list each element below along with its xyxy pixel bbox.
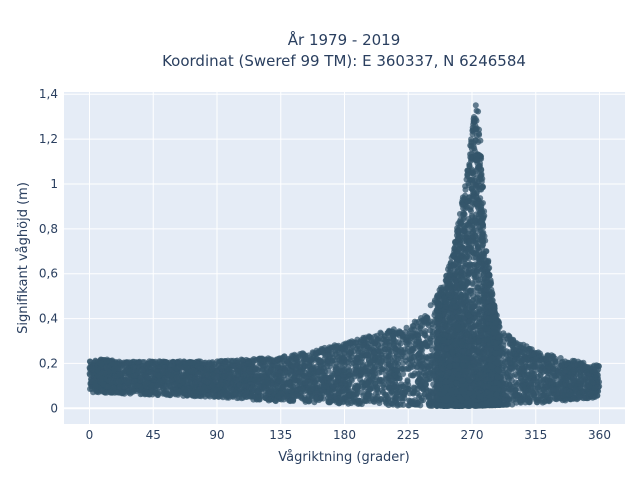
scatter-point (473, 102, 479, 108)
scatter-point (462, 211, 468, 217)
scatter-point (395, 403, 401, 409)
